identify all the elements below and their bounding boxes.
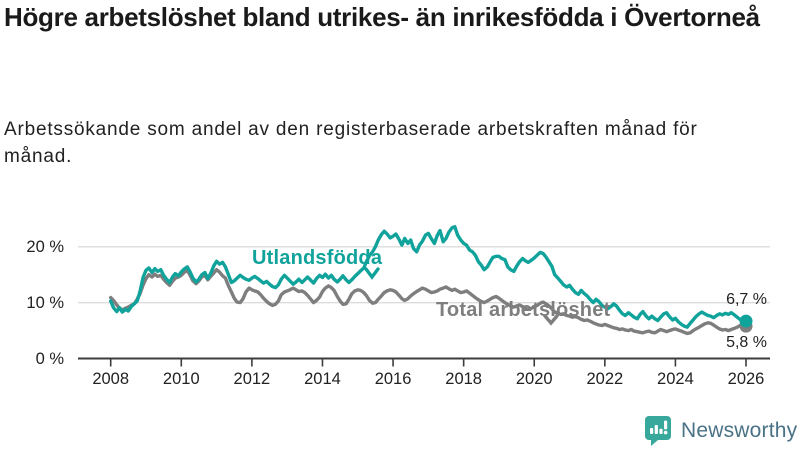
newsworthy-logo-text: Newsworthy [681, 418, 798, 442]
series-line [108, 268, 748, 336]
x-tick-label: 2012 [233, 370, 271, 388]
x-tick-label: 2024 [657, 370, 694, 388]
x-tick-label: 2014 [304, 370, 341, 388]
x-tick-label: 2018 [445, 370, 482, 388]
newsworthy-logo[interactable]: Newsworthy [644, 415, 797, 446]
label-pointer-icon [364, 267, 380, 280]
y-tick-label: 20 % [26, 237, 64, 256]
series-end-dot [739, 314, 753, 328]
series-label-utlandsfodda: Utlandsfödda [252, 247, 383, 269]
y-tick-label: 10 % [26, 293, 64, 312]
x-tick-label: 2010 [162, 370, 200, 388]
end-value-total-arbetsloshet: 5,8 % [726, 334, 767, 351]
chart-subtitle: Arbetssökande som andel av den registerb… [4, 119, 698, 167]
label-pointer-icon [543, 314, 559, 326]
y-tick-label: 0 % [35, 349, 64, 368]
x-tick-label: 2022 [586, 370, 624, 388]
x-tick-label: 2026 [727, 370, 765, 388]
series-label-total-arbetsloshet: Total arbetslöshet [436, 299, 611, 321]
newsworthy-speech-bubble-chart-icon [644, 415, 672, 446]
end-value-utlandsfodda: 6,7 % [726, 291, 767, 308]
x-tick-label: 2008 [92, 370, 130, 388]
x-tick-label: 2016 [374, 370, 412, 388]
page-title: Högre arbetslöshet bland utrikes- än inr… [4, 2, 760, 32]
x-tick-label: 2020 [515, 370, 553, 388]
series-line [108, 224, 748, 329]
